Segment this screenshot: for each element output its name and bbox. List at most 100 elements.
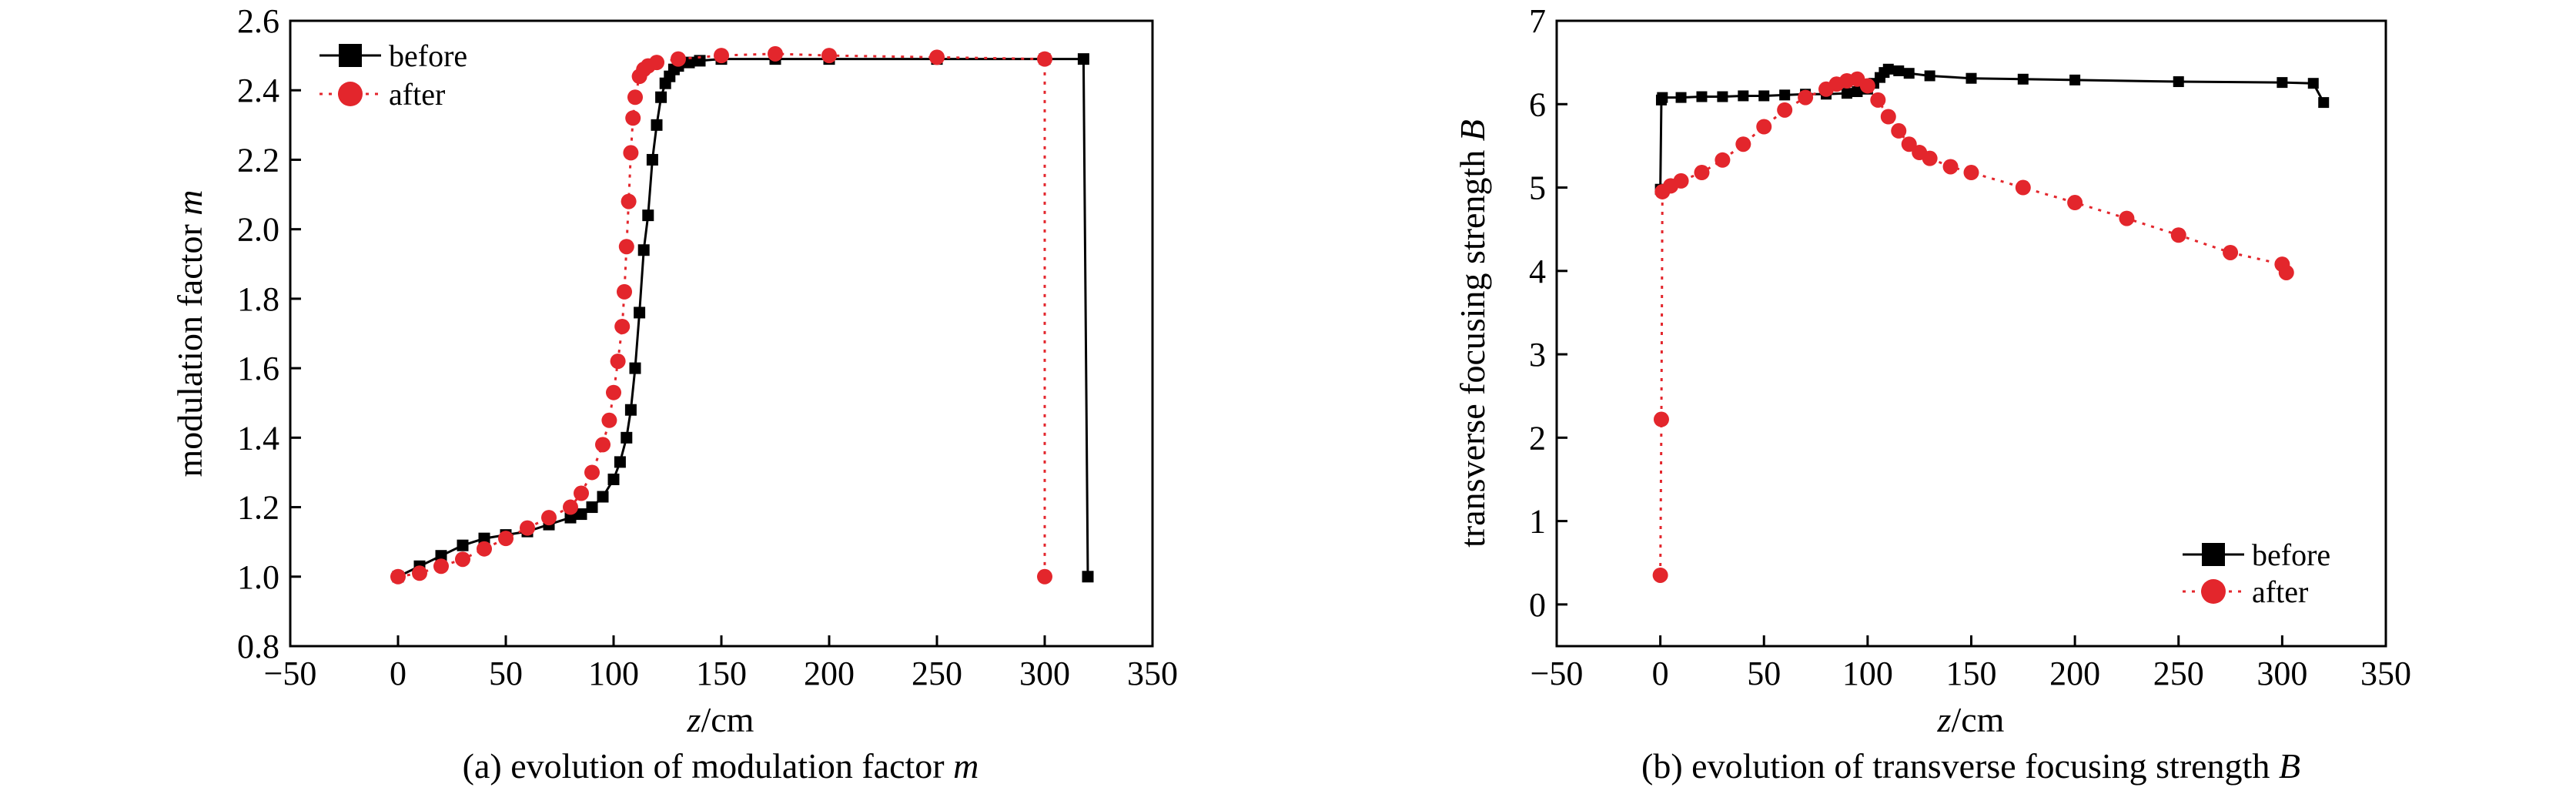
x-axis-variable: z [687,700,701,739]
y-tick-marks [290,19,301,648]
series-after [1652,71,2294,583]
y-tick-label: 1.6 [237,350,279,387]
data-point-before [624,404,637,416]
y-tick-label: 2.2 [237,141,279,179]
data-point-after [1942,159,1959,175]
data-point-before [1924,70,1935,82]
data-point-after [714,48,729,64]
caption-variable: B [2279,746,2300,786]
x-tick-label: 0 [1652,655,1669,692]
data-point-after [929,49,945,65]
data-point-before [1779,89,1791,101]
series-before [1654,63,2330,195]
x-tick-label: 200 [804,655,855,692]
data-point-after [563,499,578,515]
y-tick-labels: 0.8 1.0 1.2 1.4 1.6 1.8 2.0 2.2 2.4 2.6 [237,2,279,665]
data-point-after [1756,119,1772,135]
data-point-after [627,89,643,106]
chart-caption: (b) evolution of transverse focusing str… [1641,746,2300,786]
data-point-after [671,51,686,67]
y-tick-label: 7 [1529,2,1546,40]
data-point-after [1037,51,1052,67]
data-point-before [2069,74,2081,85]
data-point-after [2015,179,2031,196]
data-point-before [1758,90,1770,102]
caption-main: (a) evolution of modulation factor [463,746,953,786]
data-point-before [478,532,490,544]
x-tick-label: 100 [1842,655,1893,692]
y-axis-label: modulation factor m [170,189,209,477]
data-point-after [1880,109,1896,125]
y-tick-label: 6 [1529,85,1546,123]
data-point-after [623,145,639,161]
y-tick-label: 4 [1529,253,1546,290]
data-point-before [2017,73,2029,85]
y-tick-label: 1 [1529,503,1546,541]
data-point-before [683,56,695,69]
data-point-before [1657,92,1668,103]
x-tick-label: 100 [588,655,639,692]
y-tick-label: 3 [1529,336,1546,374]
x-tick-label: 300 [2257,655,2307,692]
y-tick-marks [1557,19,1567,606]
data-point-before [1082,571,1094,583]
x-tick-label: 50 [489,655,523,692]
x-tick-label: 250 [2153,655,2204,692]
series-before [392,53,1094,583]
legend: before after [2183,538,2330,609]
data-point-before [1841,88,1852,99]
legend-marker-before [2202,543,2225,566]
data-point-before [614,456,626,468]
x-tick-label: 150 [696,655,747,692]
data-point-after [768,45,783,62]
data-point-before [621,431,633,444]
data-point-before [637,244,650,256]
y-tick-label: 2.6 [237,2,279,40]
x-axis-label: z/cm [687,700,754,739]
data-point-before [694,55,706,67]
y-tick-label: 2 [1529,419,1546,457]
data-point-after [606,384,621,400]
data-point-after [614,318,631,334]
x-tick-label: 200 [2049,655,2100,692]
series-group [390,45,1094,585]
x-tick-label: 50 [1747,655,1781,692]
data-point-after [412,565,427,581]
y-axis-label-main: modulation factor [170,216,209,477]
data-point-before [1965,72,1977,84]
data-point-before [634,307,646,319]
data-point-after [1652,567,1668,583]
x-axis-variable: z [1937,700,1952,739]
legend-marker-before [339,44,362,67]
data-point-before [435,550,447,562]
x-tick-marks [1555,635,2387,646]
data-point-after [618,239,634,255]
data-point-before [586,501,598,514]
y-axis-variable: B [1453,119,1492,141]
data-point-before [597,491,609,503]
y-axis-variable: m [170,189,209,215]
chart-focusing-strength: −50 0 50 100 150 200 250 300 350 0 1 2 3 4 5 6 7 z/cm t… [1453,2,2411,786]
x-tick-label: 300 [1019,655,1070,692]
chart-modulation-factor: −50 0 50 100 150 200 250 300 350 0.8 1.0 1.2 1.4 1.6… [170,2,1178,786]
data-point-after [1037,568,1052,585]
plot-frame [289,19,1154,648]
data-point-before [651,119,663,131]
data-point-before [629,362,641,374]
data-point-after [433,558,449,575]
y-axis-label-main: transverse focusing strength [1453,141,1492,548]
data-point-after [1901,136,1917,152]
data-point-before [1675,92,1687,103]
series-line-after [1659,78,2288,575]
x-tick-label: 150 [1946,655,1997,692]
data-point-after [574,485,589,501]
data-point-before [2277,77,2288,89]
data-point-after [617,283,632,300]
data-point-after [1891,122,1907,139]
data-point-before [1077,53,1089,65]
data-point-before [655,91,667,103]
data-point-before [1893,65,1905,76]
y-tick-labels: 0 1 2 3 4 5 6 7 [1529,2,1546,624]
data-point-after [625,110,641,126]
y-tick-label: 1.2 [237,489,279,527]
